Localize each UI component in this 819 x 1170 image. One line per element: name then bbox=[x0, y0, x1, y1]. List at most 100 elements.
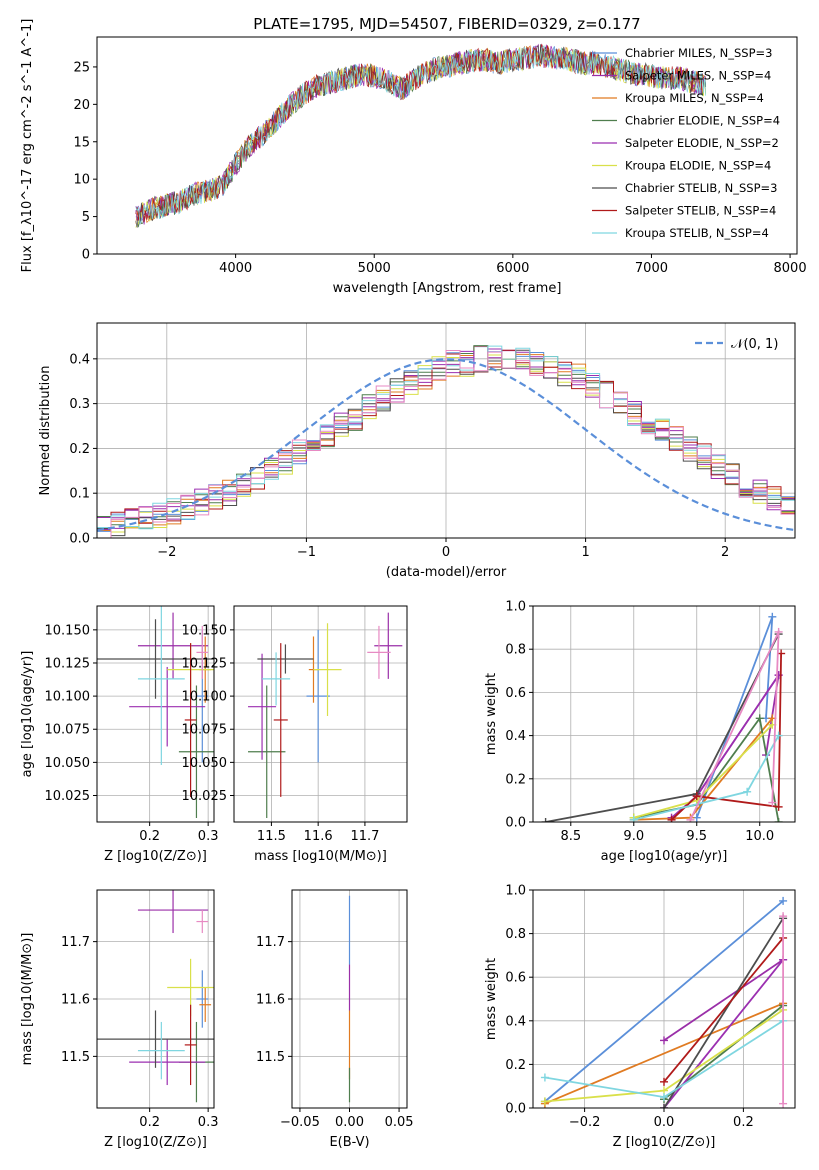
y-tick-label: 0.0 bbox=[505, 816, 526, 831]
legend-entry: Chabrier MILES, N_SSP=3 bbox=[625, 46, 772, 60]
mass-vs-z-x-axis-label: Z [log10(Z/Z⊙)] bbox=[104, 1135, 207, 1150]
mass-vs-ebv-x-axis-label: E(B-V) bbox=[329, 1135, 369, 1150]
y-tick-label: 0.6 bbox=[505, 971, 526, 986]
series-marker bbox=[540, 1073, 549, 1082]
y-tick-label: 10.050 bbox=[45, 756, 91, 771]
series-marker bbox=[779, 896, 788, 905]
x-tick-label: 11.5 bbox=[257, 829, 286, 844]
y-tick-label: 0.0 bbox=[505, 1102, 526, 1117]
y-tick-label: 0.3 bbox=[69, 397, 90, 412]
x-tick-label: 1 bbox=[581, 545, 589, 560]
error-bar-point bbox=[137, 1021, 185, 1080]
series-marker bbox=[743, 787, 752, 796]
spectrum-plot-area bbox=[135, 43, 707, 228]
x-tick-label: −0.2 bbox=[569, 1115, 601, 1130]
y-tick-label: 10 bbox=[73, 173, 90, 188]
x-tick-label: −0.05 bbox=[280, 1115, 320, 1130]
y-tick-label: 0.0 bbox=[69, 532, 90, 547]
y-tick-label: 10.025 bbox=[45, 789, 91, 804]
series-marker bbox=[660, 1104, 668, 1108]
x-tick-label: 11.6 bbox=[304, 829, 333, 844]
residuals-y-axis-label: Normed distribution bbox=[38, 366, 53, 496]
y-tick-label: 1.0 bbox=[505, 600, 526, 615]
x-tick-label: 7000 bbox=[635, 261, 668, 276]
y-tick-label: 25 bbox=[73, 60, 90, 75]
weight-vs-z-plot-area bbox=[540, 896, 788, 1108]
series-marker bbox=[692, 792, 701, 801]
error-bar-point bbox=[97, 1010, 214, 1068]
series-marker bbox=[667, 815, 676, 822]
x-tick-label: 10.0 bbox=[745, 829, 774, 844]
y-tick-label: 15 bbox=[73, 135, 90, 150]
y-tick-label: 11.7 bbox=[61, 935, 90, 950]
y-tick-label: 11.5 bbox=[61, 1050, 90, 1065]
x-tick-label: 2 bbox=[721, 545, 729, 560]
y-tick-label: 5 bbox=[82, 210, 90, 225]
series-marker bbox=[768, 798, 777, 807]
weight-vs-age-axes-frame bbox=[532, 605, 796, 823]
weight-vs-age-panel: 8.5 9.0 9.5 10.0 0.0 0.2 0.4 0.6 0.8 1.0 age [log1… bbox=[484, 600, 796, 864]
series-line bbox=[544, 900, 784, 1103]
y-tick-label: 11.5 bbox=[256, 1050, 285, 1065]
weight-vs-z-x-axis-label: Z [log10(Z/Z⊙)] bbox=[613, 1135, 716, 1150]
y-tick-label: 0.4 bbox=[505, 1014, 526, 1029]
x-tick-label: 0.2 bbox=[139, 1115, 160, 1130]
error-bar-point bbox=[184, 643, 197, 797]
y-tick-label: 11.6 bbox=[256, 993, 285, 1008]
y-tick-label: 0.6 bbox=[505, 686, 526, 701]
error-bar-point bbox=[97, 619, 214, 699]
error-bar-point bbox=[178, 685, 214, 819]
mass-vs-ebv-panel: −0.05 0.00 0.05 11.5 11.6 11.7 E(B-V) bbox=[256, 889, 414, 1150]
error-bar-point bbox=[313, 623, 342, 716]
error-bar-point bbox=[367, 625, 391, 679]
series-line bbox=[663, 917, 784, 1108]
y-tick-label: 20 bbox=[73, 98, 90, 113]
y-tick-label: 10.125 bbox=[182, 656, 228, 671]
age-vs-z-axes-frame bbox=[96, 605, 215, 823]
series-marker bbox=[768, 612, 777, 621]
error-bar-point bbox=[262, 652, 291, 706]
age-vs-mass-panel: 11.5 11.6 11.7 10.025 10.050 10.075 10.100 10.1… bbox=[182, 605, 408, 864]
histogram-step-line bbox=[97, 350, 795, 538]
y-tick-label: 0.1 bbox=[69, 487, 90, 502]
error-bar-point bbox=[137, 890, 209, 934]
residuals-panel: −2 −1 0 1 2 0.0 0.1 0.2 0.3 0.4 (data-model)/error… bbox=[38, 322, 796, 580]
y-tick-label: 0.4 bbox=[505, 729, 526, 744]
mass-vs-z-y-axis-label: mass [log10(M/M⊙)] bbox=[20, 933, 35, 1066]
y-tick-label: 11.6 bbox=[61, 993, 90, 1008]
x-tick-label: 0.05 bbox=[385, 1115, 414, 1130]
y-tick-label: 10.075 bbox=[182, 723, 228, 738]
age-vs-mass-axes-frame bbox=[233, 605, 408, 823]
series-marker bbox=[755, 714, 764, 723]
series-marker bbox=[660, 1036, 668, 1045]
weight-vs-z-panel: −0.2 0.0 0.2 0.0 0.2 0.4 0.6 0.8 1.0 Z [log10(Z/Z… bbox=[484, 884, 796, 1150]
error-bar-point bbox=[129, 666, 206, 747]
residuals-x-axis-label: (data-model)/error bbox=[386, 565, 507, 580]
legend-entry: Kroupa MILES, N_SSP=4 bbox=[625, 91, 764, 105]
series-line bbox=[633, 735, 780, 821]
age-vs-z-panel: 0.2 0.3 10.025 10.050 10.075 10.100 10.125 10.1… bbox=[20, 605, 218, 864]
x-tick-label: 6000 bbox=[496, 261, 529, 276]
y-tick-label: 0.4 bbox=[69, 352, 90, 367]
spectrum-panel: 4000 5000 6000 7000 8000 0 5 10 15 20 25 wavelength… bbox=[20, 15, 807, 296]
weight-vs-age-plot-area bbox=[541, 612, 786, 822]
spectrum-y-axis-label: Flux [f_λ10^-17 erg cm^-2 s^-1 A^-1] bbox=[20, 19, 35, 273]
legend-entry: Salpeter MILES, N_SSP=4 bbox=[625, 69, 771, 83]
series-marker bbox=[774, 627, 783, 636]
error-bar-point bbox=[137, 612, 209, 679]
legend-entry: Kroupa ELODIE, N_SSP=4 bbox=[625, 159, 771, 173]
x-tick-label: 11.7 bbox=[350, 829, 379, 844]
legend-entry: Salpeter STELIB, N_SSP=4 bbox=[625, 204, 776, 218]
spectrum-title: PLATE=1795, MJD=54507, FIBERID=0329, z=0… bbox=[253, 15, 640, 33]
age-vs-z-y-axis-label: age [log10(age/yr)] bbox=[20, 651, 35, 778]
y-tick-label: 10.025 bbox=[182, 789, 228, 804]
y-tick-label: 0.8 bbox=[505, 643, 526, 658]
age-vs-mass-plot-area bbox=[248, 612, 403, 819]
series-marker bbox=[660, 1077, 668, 1086]
series-marker bbox=[629, 815, 638, 822]
series-marker bbox=[774, 731, 783, 740]
y-tick-label: 10.075 bbox=[45, 723, 91, 738]
weight-vs-age-y-axis-label: mass weight bbox=[484, 673, 499, 755]
x-tick-label: 9.5 bbox=[686, 829, 707, 844]
x-tick-label: −2 bbox=[157, 545, 176, 560]
